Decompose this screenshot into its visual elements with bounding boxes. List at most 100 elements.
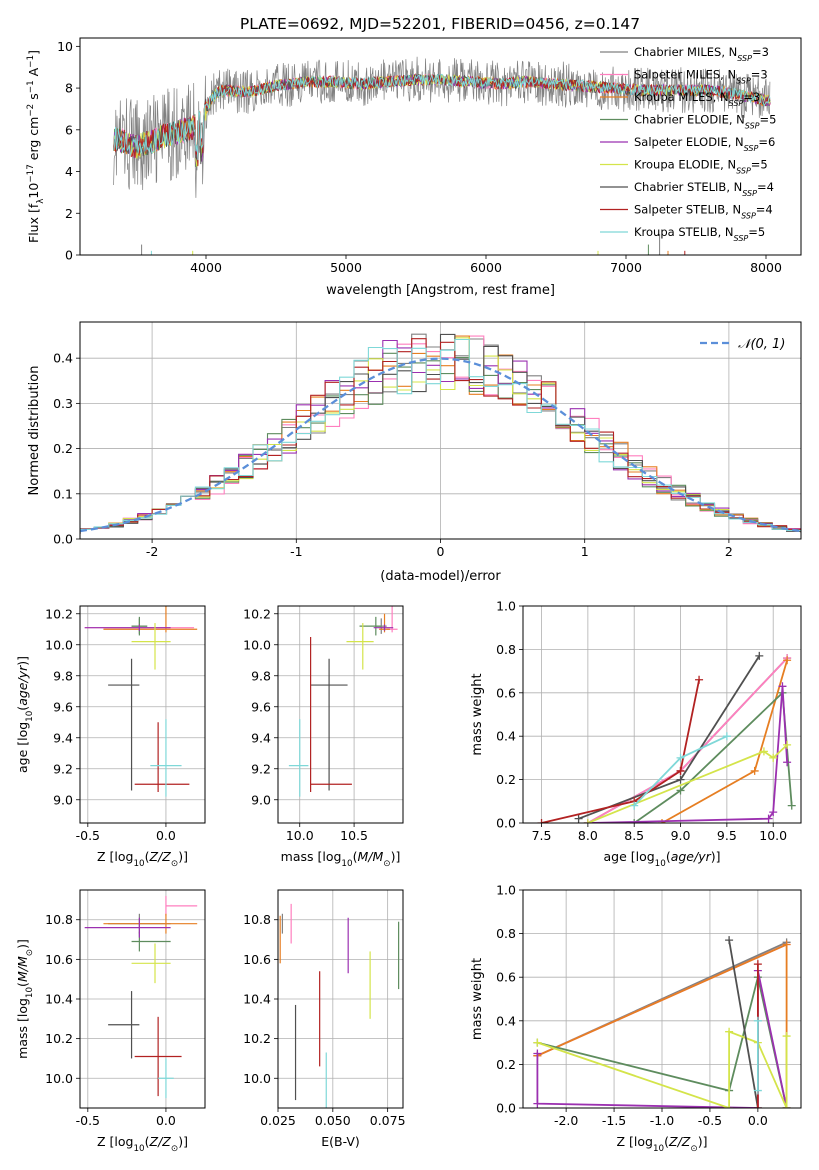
weight-marker: [658, 819, 666, 823]
x-tick-label: 8000: [750, 260, 782, 275]
weight-marker: [783, 758, 792, 767]
plot-area-mass_vs_ebv: [279, 903, 400, 1108]
y-tick-label: 9.8: [53, 668, 73, 683]
y-tick-label: 9.4: [53, 730, 73, 745]
frame-residuals: -2 -1 0 1 2 0.0 0.1 0.2 0.3 0.4: [53, 321, 802, 559]
mass_weight_vs_age-ylabel: mass weight: [470, 673, 485, 755]
y-tick-label: 4: [65, 164, 73, 179]
y-tick-label: 0.0: [496, 1101, 516, 1116]
weight-marker: [583, 819, 592, 823]
x-tick-label: 0.0: [156, 828, 176, 843]
frame-mass_vs_Z: -0.5 0.0 10.0 10.2 10.4 10.6 10.8: [45, 889, 206, 1128]
legend-label: Kroupa STELIB, NSSP=5: [634, 225, 765, 243]
weight-marker: [764, 814, 773, 823]
axes-frame: [277, 605, 404, 824]
plot-area-mass_weight_vs_age: [537, 651, 796, 823]
y-tick-label: 10.0: [243, 637, 271, 652]
mass-vs-Z-xlabel: Z [log10(Z/Z⊙)]: [97, 1134, 188, 1154]
x-tick-label: 0.050: [315, 1113, 351, 1128]
x-tick-label: 2: [725, 544, 733, 559]
mass_weight_vs_Z-ylabel: mass weight: [470, 958, 485, 1040]
axes-frame: [79, 37, 802, 256]
y-tick-label: 10.8: [243, 912, 271, 927]
y-tick-label: 0.8: [496, 926, 516, 941]
weight-marker: [630, 801, 639, 810]
y-tick-label: 10.4: [45, 992, 73, 1007]
weight-marker: [695, 675, 704, 684]
legend-label: Kroupa MILES, NSSP=3: [634, 90, 760, 108]
y-tick-label: 9.6: [251, 699, 271, 714]
y-tick-label: 10: [57, 39, 73, 54]
weight-marker: [574, 814, 583, 823]
y-tick-label: 9.6: [53, 699, 73, 714]
spectrum-series-6: [113, 74, 771, 165]
frame-spectrum: 4000 5000 6000 7000 8000 0 2 4 6 8 10: [57, 37, 802, 275]
weight-marker: [753, 960, 762, 969]
x-tick-label: 10.0: [759, 828, 787, 843]
x-tick-label: 9.5: [717, 828, 737, 843]
weight-series-5: [587, 744, 788, 823]
weight-marker: [533, 1049, 542, 1058]
legend-label: Chabrier ELODIE, NSSP=5: [634, 113, 776, 131]
weight-marker: [769, 753, 778, 762]
y-tick-label: 10.4: [243, 992, 271, 1007]
y-tick-label: 10.2: [45, 1031, 73, 1046]
y-tick-label: 10.6: [243, 952, 271, 967]
spectrum-series-7: [113, 72, 771, 167]
legend-label: Chabrier MILES, NSSP=3: [634, 45, 769, 63]
weight-marker: [722, 732, 731, 741]
frame-mass_weight_vs_age: 7.5 8.0 8.5 9.0 9.5 10.0 0.0 0.2 0.4 0.6 0.8 1.0: [496, 599, 802, 843]
plot-area-spectrum: [113, 56, 771, 255]
axes-residuals: [80, 322, 801, 540]
y-tick-label: 8: [65, 81, 73, 96]
age-vs-Z-xlabel: Z [log10(Z/Z⊙)]: [97, 849, 188, 869]
weight-marker: [782, 1032, 791, 1041]
y-tick-label: 1.0: [496, 883, 516, 898]
weight-series-6: [578, 655, 761, 820]
spectrum-ylabel: Flux [fλ10−17 erg cm−2 s−1 A−1]: [26, 50, 46, 243]
weight-marker: [783, 740, 792, 749]
x-tick-label: -1.5: [602, 1113, 626, 1128]
weight-marker: [778, 682, 787, 691]
weight-series-4: [536, 970, 788, 1108]
weight-marker: [725, 1104, 734, 1108]
y-tick-label: 9.0: [53, 792, 73, 807]
x-tick-label: -2.0: [554, 1113, 578, 1128]
weight-marker: [783, 656, 792, 665]
legend-label: Chabrier STELIB, NSSP=4: [634, 180, 774, 198]
y-tick-label: 1.0: [496, 599, 516, 614]
weight-marker: [676, 786, 685, 795]
x-tick-label: 0.0: [748, 1113, 768, 1128]
y-tick-label: 0.6: [496, 970, 516, 985]
y-tick-label: 0.6: [496, 685, 516, 700]
y-tick-label: 2: [65, 206, 73, 221]
legend-label: Kroupa ELODIE, NSSP=5: [634, 158, 768, 176]
y-tick-label: 0.3: [53, 396, 73, 411]
spectrum-legend: Chabrier MILES, NSSP=3 Salpeter MILES, NS…: [600, 45, 776, 243]
frame-mass_weight_vs_Z: -2.0 -1.5 -1.0 -0.5 0.0 0.0 0.2 0.4 0.6 0.8 1.0: [496, 883, 802, 1128]
weight-marker: [769, 808, 778, 817]
x-tick-label: 0: [437, 544, 445, 559]
figure-title: PLATE=0692, MJD=52201, FIBERID=0456, z=0…: [240, 15, 640, 33]
x-tick-label: 1: [581, 544, 589, 559]
legend-label: Salpeter STELIB, NSSP=4: [634, 203, 773, 221]
spectrum-xlabel: wavelength [Angstrom, rest frame]: [326, 283, 555, 298]
weight-marker: [537, 819, 546, 823]
y-tick-label: 10.6: [45, 952, 73, 967]
legend-label: Salpeter ELODIE, NSSP=6: [634, 135, 775, 153]
y-tick-label: 6: [65, 122, 73, 137]
y-tick-label: 10.8: [45, 912, 73, 927]
legend-label: 𝒩(0, 1): [738, 337, 785, 352]
y-tick-label: 0.0: [53, 532, 73, 547]
axes-spectrum: [113, 56, 771, 255]
x-tick-label: -0.5: [76, 1113, 100, 1128]
y-tick-label: 9.4: [251, 730, 271, 745]
frame-mass_vs_ebv: 0.025 0.050 0.075 10.0 10.2 10.4 10.6 10.8: [243, 889, 406, 1128]
y-tick-label: 9.0: [251, 792, 271, 807]
weight-marker: [533, 1099, 542, 1108]
y-tick-label: 0.8: [496, 642, 516, 657]
weight-marker: [676, 766, 685, 775]
weight-series-3: [633, 690, 793, 823]
x-tick-label: 7000: [610, 260, 642, 275]
axes-mass_weight_vs_Z: [523, 889, 801, 1109]
